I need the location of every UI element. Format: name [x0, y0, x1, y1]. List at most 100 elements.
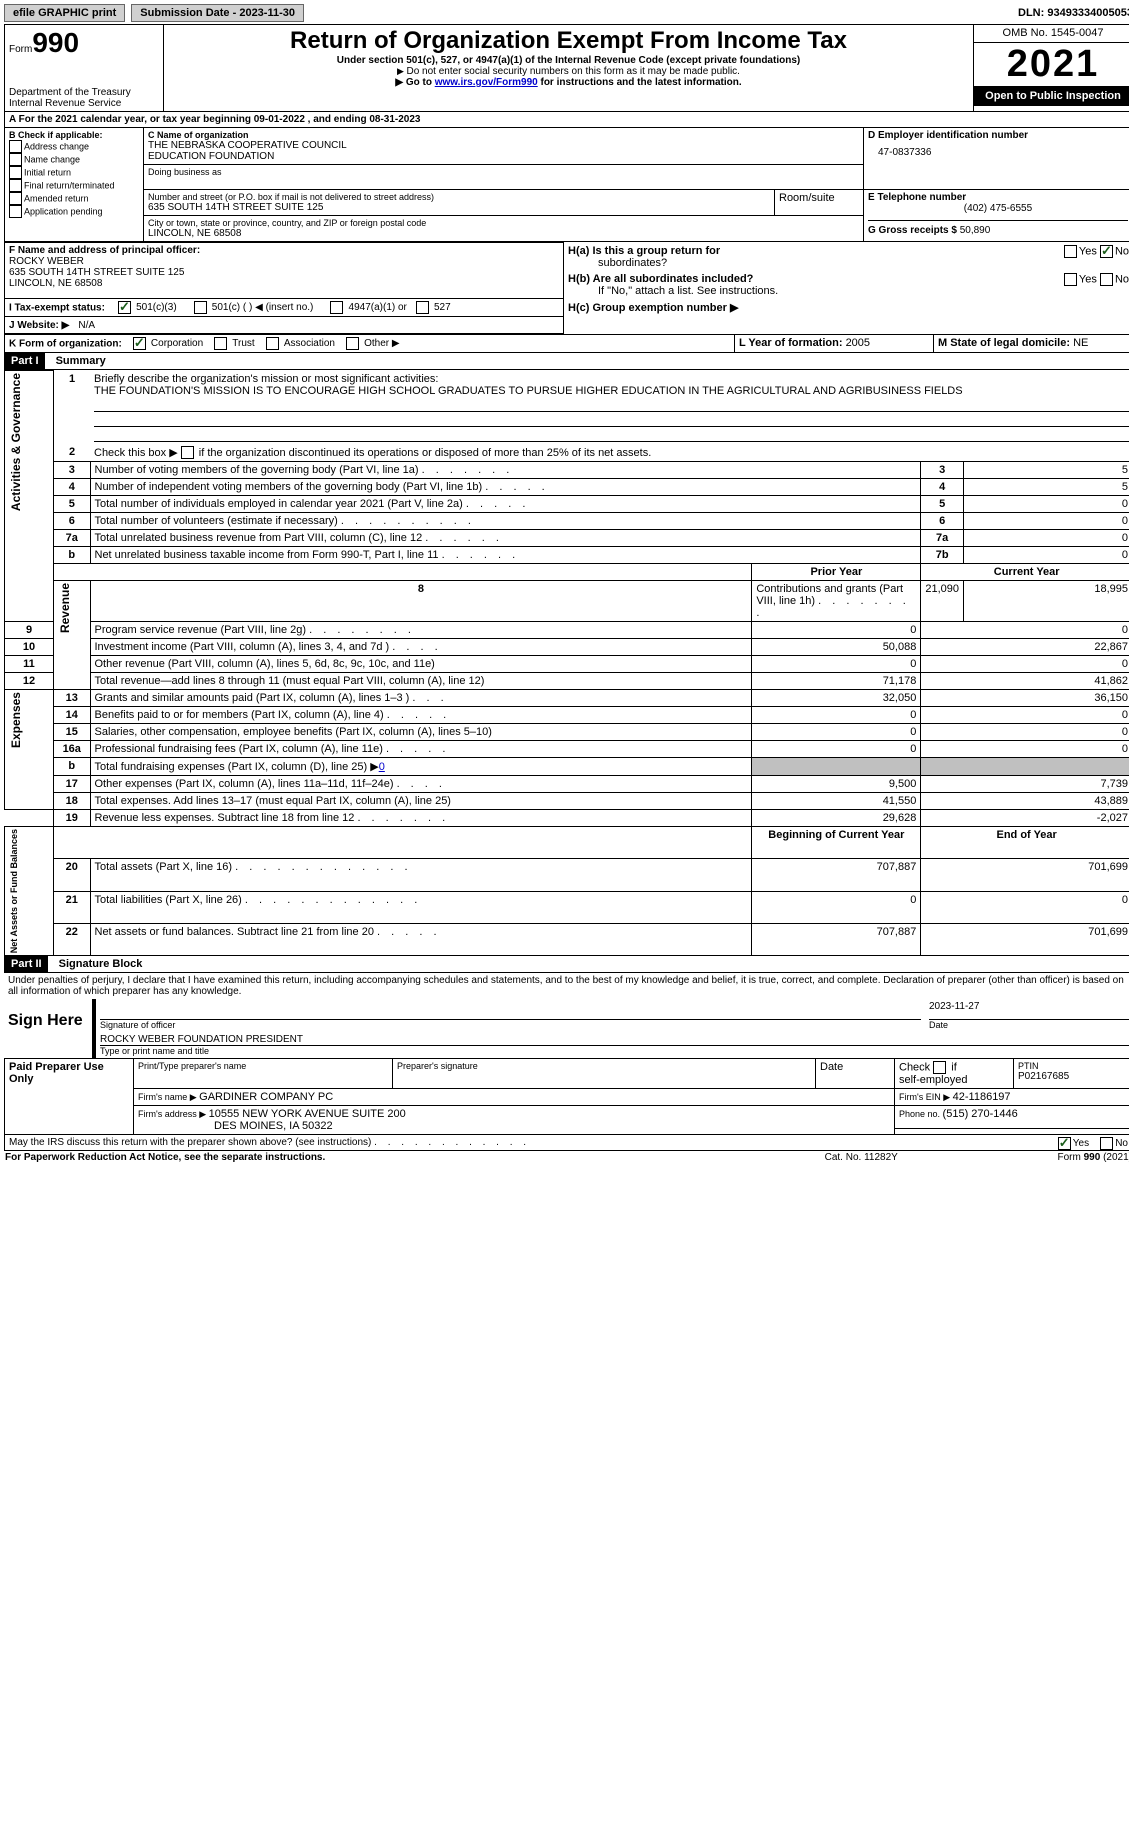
state-domicile: NE: [1073, 337, 1088, 349]
box-g-label: G Gross receipts $: [868, 225, 960, 236]
officer-addr: 635 SOUTH 14TH STREET SUITE 125: [9, 267, 559, 278]
open-inspection: Open to Public Inspection: [974, 86, 1129, 106]
part1-table: Activities & Governance 1 Briefly descri…: [4, 370, 1129, 956]
room-suite-label: Room/suite: [775, 190, 864, 216]
form-footer: Form 990 (2021): [951, 1151, 1129, 1164]
efile-print-button[interactable]: efile GRAPHIC print: [4, 4, 125, 22]
discuss-yes[interactable]: [1058, 1137, 1071, 1150]
box-b-label: B Check if applicable:: [9, 130, 139, 140]
l1-label: Briefly describe the organization's miss…: [94, 373, 438, 385]
officer-city: LINCOLN, NE 68508: [9, 278, 559, 289]
dba-label: Doing business as: [148, 167, 859, 177]
chk-4947[interactable]: [330, 301, 343, 314]
sig-date: 2023-11-27: [929, 1001, 1129, 1020]
dln: DLN: 93493334005053: [1018, 7, 1129, 19]
hb-yes[interactable]: [1064, 273, 1077, 286]
row-ag-5: 5Total number of individuals employed in…: [5, 496, 1129, 513]
irs: Internal Revenue Service: [9, 98, 159, 109]
pra-notice: For Paperwork Reduction Act Notice, see …: [4, 1151, 772, 1164]
side-expenses: Expenses: [9, 692, 23, 748]
prep-date-label: Date: [816, 1059, 895, 1089]
chk-discontinued[interactable]: [181, 446, 194, 459]
chk-self-employed[interactable]: [933, 1061, 946, 1074]
irs-link[interactable]: www.irs.gov/Form990: [435, 77, 538, 88]
firm-name-label: Firm's name ▶: [138, 1092, 199, 1102]
chk-other[interactable]: [346, 337, 359, 350]
part1-title: Summary: [48, 355, 106, 367]
paid-prep-label: Paid Preparer Use Only: [5, 1059, 134, 1135]
part1-badge: Part I: [5, 353, 45, 369]
chk-501c3[interactable]: [118, 301, 131, 314]
box-i-label: I Tax-exempt status:: [9, 302, 105, 313]
chk-501c[interactable]: [194, 301, 207, 314]
top-bar: efile GRAPHIC print Submission Date - 20…: [4, 4, 1129, 22]
chk-pending[interactable]: Application pending: [9, 205, 139, 218]
year-formation: 2005: [846, 337, 870, 349]
klm-block: K Form of organization: Corporation Trus…: [4, 334, 1129, 353]
firm-phone: (515) 270-1446: [943, 1108, 1018, 1120]
chk-amended[interactable]: Amended return: [9, 192, 139, 205]
box-k-label: K Form of organization:: [9, 338, 122, 349]
chk-final[interactable]: Final return/terminated: [9, 179, 139, 192]
ha-yes[interactable]: [1064, 245, 1077, 258]
org-name-1: THE NEBRASKA COOPERATIVE COUNCIL: [148, 140, 859, 151]
prep-name-label: Print/Type preparer's name: [138, 1061, 388, 1071]
perjury-decl: Under penalties of perjury, I declare th…: [4, 973, 1129, 999]
row-ag-7b: bNet unrelated business taxable income f…: [5, 547, 1129, 564]
l16b-val: 0: [379, 761, 385, 773]
box-d-label: D Employer identification number: [868, 130, 1128, 141]
sign-here-label: Sign Here: [4, 999, 94, 1058]
hb-no[interactable]: [1100, 273, 1113, 286]
typed-name: ROCKY WEBER FOUNDATION PRESIDENT: [100, 1034, 1129, 1046]
l2-text: Check this box ▶ if the organization dis…: [94, 447, 651, 459]
city-state-zip: LINCOLN, NE 68508: [148, 228, 859, 239]
form-label: Form: [9, 44, 32, 55]
telephone: (402) 475-6555: [868, 203, 1128, 214]
ha-no[interactable]: [1100, 245, 1113, 258]
org-name-2: EDUCATION FOUNDATION: [148, 151, 859, 162]
note-ssn: Do not enter social security numbers on …: [168, 66, 969, 77]
line-a-period: A For the 2021 calendar year, or tax yea…: [4, 112, 1129, 127]
ptin: P02167685: [1018, 1071, 1128, 1082]
box-c-label: C Name of organization: [148, 130, 859, 140]
tax-year: 2021: [974, 43, 1129, 86]
firm-name: GARDINER COMPANY PC: [199, 1091, 333, 1103]
part2-header-row: Part II Signature Block: [4, 956, 1129, 973]
box-j-label: J Website: ▶: [9, 320, 69, 331]
l1-mission: THE FOUNDATION'S MISSION IS TO ENCOURAGE…: [94, 385, 963, 397]
row-ag-7a: 7aTotal unrelated business revenue from …: [5, 530, 1129, 547]
submission-date-button[interactable]: Submission Date - 2023-11-30: [131, 4, 304, 22]
chk-assoc[interactable]: [266, 337, 279, 350]
chk-address[interactable]: Address change: [9, 140, 139, 153]
discuss-no[interactable]: [1100, 1137, 1113, 1150]
chk-527[interactable]: [416, 301, 429, 314]
col-begin: Beginning of Current Year: [752, 827, 921, 859]
chk-name[interactable]: Name change: [9, 153, 139, 166]
part1-header-row: Part I Summary: [4, 353, 1129, 370]
ptin-label: PTIN: [1018, 1061, 1128, 1071]
footer: For Paperwork Reduction Act Notice, see …: [4, 1151, 1129, 1164]
part2-title: Signature Block: [51, 958, 143, 970]
hb-label: H(b) Are all subordinates included?: [568, 273, 753, 285]
row-ag-3: 3Number of voting members of the governi…: [5, 462, 1129, 479]
chk-corp[interactable]: [133, 337, 146, 350]
side-netassets: Net Assets or Fund Balances: [9, 829, 19, 953]
date-label: Date: [929, 1020, 1129, 1030]
firm-ein-label: Firm's EIN ▶: [899, 1092, 953, 1102]
row-ag-6: 6Total number of volunteers (estimate if…: [5, 513, 1129, 530]
ein: 47-0837336: [868, 141, 1128, 164]
chk-initial[interactable]: Initial return: [9, 166, 139, 179]
box-l-label: L Year of formation:: [739, 337, 846, 349]
discuss-row: May the IRS discuss this return with the…: [4, 1135, 1129, 1151]
firm-phone-label: Phone no.: [899, 1109, 943, 1119]
form-header: Form990 Department of the Treasury Inter…: [4, 24, 1129, 112]
firm-addr1: 10555 NEW YORK AVENUE SUITE 200: [209, 1108, 406, 1120]
row-ag-4: 4Number of independent voting members of…: [5, 479, 1129, 496]
submission-label: Submission Date -: [140, 7, 239, 19]
signature-block: Sign Here Signature of officer 2023-11-2…: [4, 999, 1129, 1058]
side-activities: Activities & Governance: [9, 373, 23, 511]
chk-trust[interactable]: [214, 337, 227, 350]
form-number: 990: [32, 27, 79, 58]
hb-note: If "No," attach a list. See instructions…: [568, 285, 778, 297]
paid-preparer-block: Paid Preparer Use Only Print/Type prepar…: [4, 1058, 1129, 1135]
